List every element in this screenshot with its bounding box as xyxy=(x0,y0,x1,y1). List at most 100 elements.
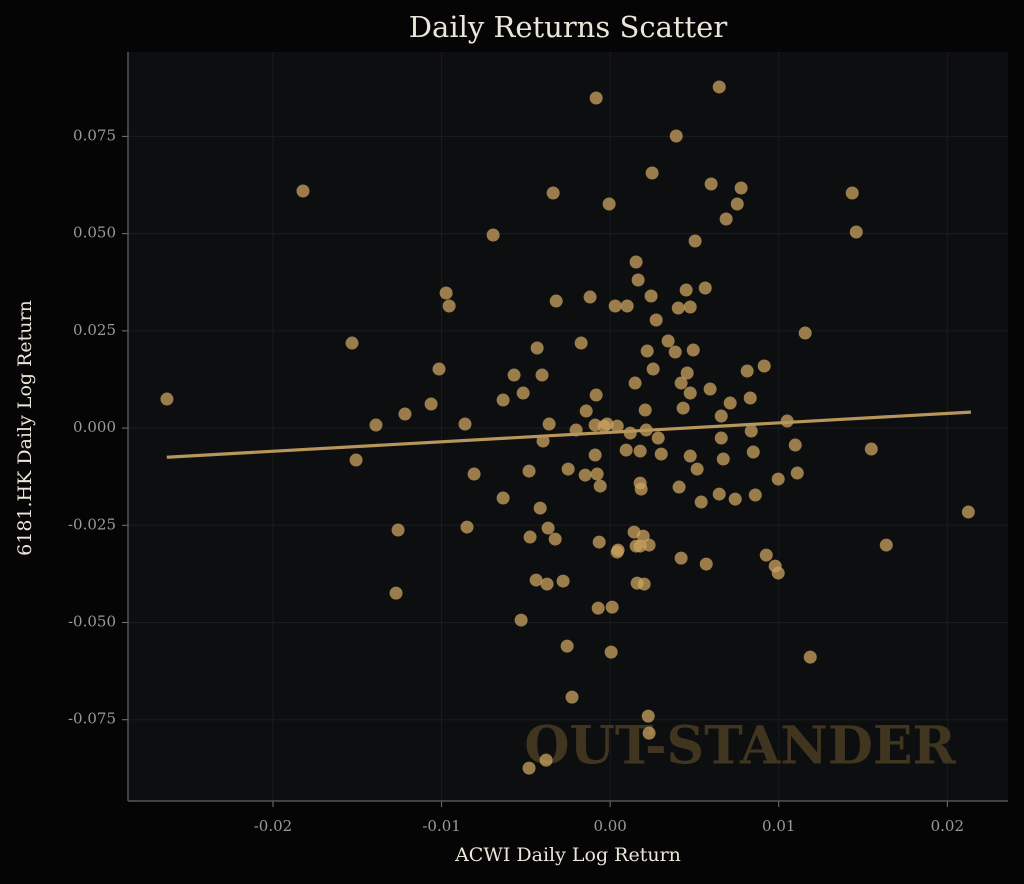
point xyxy=(849,225,863,239)
point xyxy=(391,523,405,537)
point xyxy=(703,382,717,396)
y-axis-label: 6181.HK Daily Log Return xyxy=(14,300,36,556)
y-tick-label: -0.025 xyxy=(68,515,116,533)
point xyxy=(530,341,544,355)
point xyxy=(669,129,683,143)
point xyxy=(561,462,575,476)
point xyxy=(593,479,607,493)
point xyxy=(539,753,553,767)
point xyxy=(723,396,737,410)
point xyxy=(398,407,412,421)
point xyxy=(349,453,363,467)
point xyxy=(522,464,536,478)
point xyxy=(743,391,757,405)
point xyxy=(628,376,642,390)
point xyxy=(694,495,708,509)
point xyxy=(771,472,785,486)
point xyxy=(788,438,802,452)
point xyxy=(674,376,688,390)
x-axis-label: ACWI Daily Log Return xyxy=(454,844,681,866)
point xyxy=(680,366,694,380)
y-tick-label: -0.050 xyxy=(68,613,116,631)
point xyxy=(439,286,453,300)
point xyxy=(683,300,697,314)
point xyxy=(683,449,697,463)
point xyxy=(522,761,536,775)
point xyxy=(458,417,472,431)
point xyxy=(759,548,773,562)
point xyxy=(748,488,762,502)
point xyxy=(688,234,702,248)
point xyxy=(683,386,697,400)
point xyxy=(719,212,733,226)
point xyxy=(579,404,593,418)
point xyxy=(634,482,648,496)
point xyxy=(529,573,543,587)
point xyxy=(712,487,726,501)
point xyxy=(845,186,859,200)
point xyxy=(699,557,713,571)
point xyxy=(676,401,690,415)
point xyxy=(646,362,660,376)
point xyxy=(424,397,438,411)
point xyxy=(734,181,748,195)
point xyxy=(591,601,605,615)
point xyxy=(730,197,744,211)
x-tick-label: 0.01 xyxy=(762,817,795,835)
point xyxy=(644,289,658,303)
point xyxy=(541,521,555,535)
x-tick-label: 0.00 xyxy=(593,817,626,835)
point xyxy=(610,419,624,433)
point xyxy=(369,418,383,432)
point xyxy=(757,359,771,373)
point xyxy=(548,532,562,546)
point xyxy=(803,650,817,664)
point xyxy=(296,184,310,198)
point xyxy=(432,362,446,376)
plot-area xyxy=(128,52,1008,801)
point xyxy=(514,613,528,627)
point xyxy=(638,403,652,417)
point xyxy=(611,543,625,557)
point xyxy=(637,577,651,591)
point xyxy=(746,445,760,459)
point xyxy=(633,444,647,458)
point xyxy=(661,334,675,348)
point xyxy=(716,452,730,466)
point xyxy=(460,520,474,534)
point xyxy=(649,313,663,327)
point xyxy=(496,491,510,505)
point xyxy=(608,299,622,313)
x-tick-label: -0.01 xyxy=(422,817,460,835)
point xyxy=(542,417,556,431)
watermark: OUT-STANDER xyxy=(524,716,956,777)
chart-title: Daily Returns Scatter xyxy=(409,10,728,44)
point xyxy=(160,392,174,406)
point xyxy=(516,386,530,400)
point xyxy=(590,467,604,481)
point xyxy=(560,639,574,653)
fit-line xyxy=(166,410,972,459)
point xyxy=(620,299,634,313)
point xyxy=(640,344,654,358)
point xyxy=(345,336,359,350)
point xyxy=(535,368,549,382)
point xyxy=(679,283,693,297)
point xyxy=(619,443,633,457)
point xyxy=(486,228,500,242)
point xyxy=(674,551,688,565)
point xyxy=(714,409,728,423)
point xyxy=(961,505,975,519)
point xyxy=(467,467,481,481)
point xyxy=(879,538,893,552)
point xyxy=(565,690,579,704)
point xyxy=(592,535,606,549)
point xyxy=(704,177,718,191)
x-tick-label: -0.02 xyxy=(254,817,292,835)
point xyxy=(588,448,602,462)
point xyxy=(533,501,547,515)
point xyxy=(602,197,616,211)
point xyxy=(605,600,619,614)
point xyxy=(744,424,758,438)
